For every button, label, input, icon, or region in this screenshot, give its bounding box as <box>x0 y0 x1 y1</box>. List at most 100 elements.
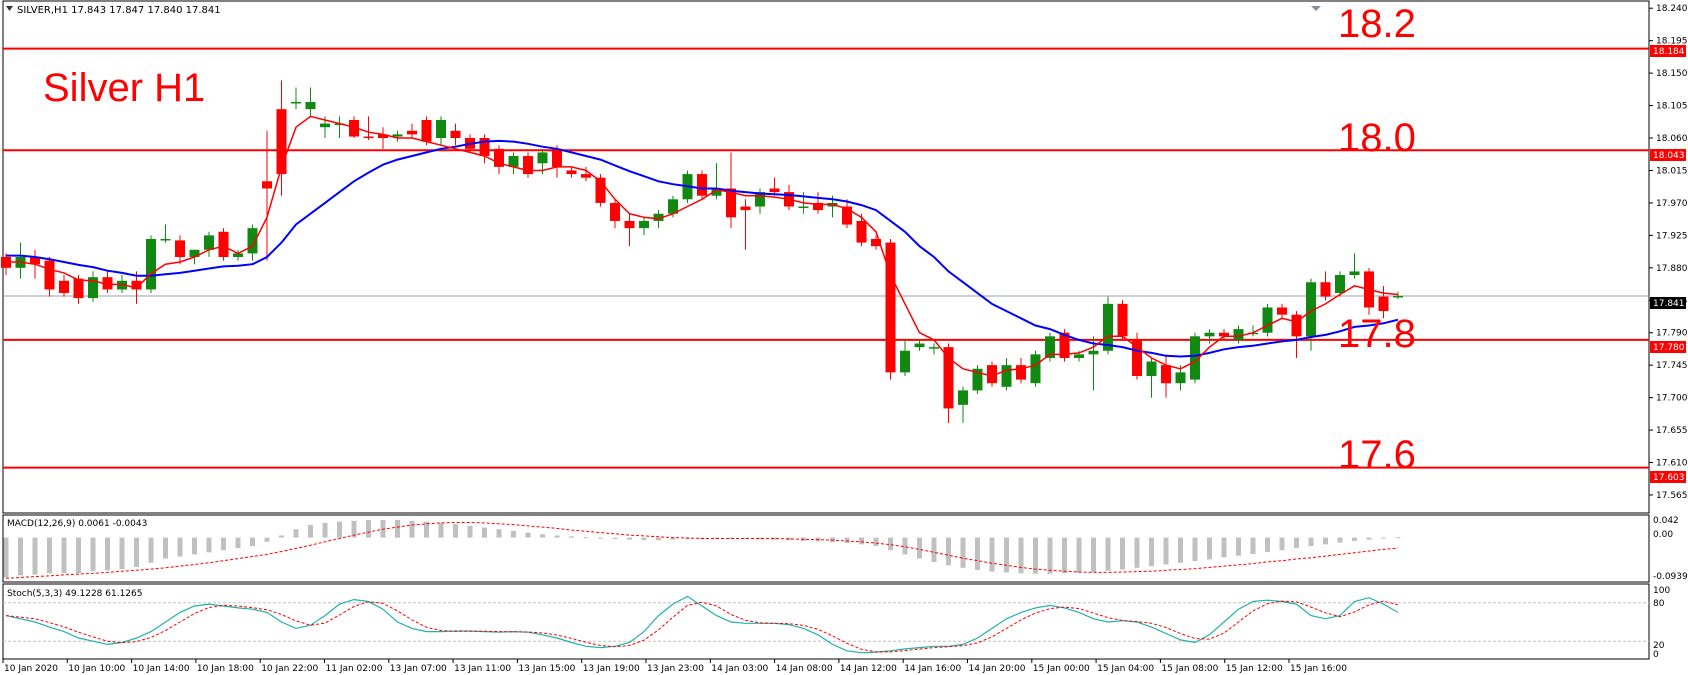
candle-body <box>1233 329 1244 340</box>
macd-bar <box>1091 537 1096 573</box>
price-axis-label: 18.060 <box>1656 134 1688 144</box>
price-axis-label: 17.700 <box>1656 394 1688 404</box>
macd-bar <box>1221 537 1227 558</box>
candle-body <box>856 220 867 243</box>
candle-body <box>1001 365 1012 387</box>
price-axis-label: 17.970 <box>1656 199 1688 209</box>
macd-title: MACD(12,26,9) 0.0061 -0.0043 <box>7 519 147 529</box>
time-axis-label: 15 Jan 04:00 <box>1097 664 1154 674</box>
macd-bar <box>917 537 922 559</box>
candle-body <box>44 260 55 290</box>
candle-body <box>204 235 214 250</box>
candle-body <box>131 280 142 290</box>
macd-bar <box>322 522 328 538</box>
macd-bar <box>337 521 342 538</box>
candle-body <box>450 130 461 139</box>
candle-body <box>523 156 533 175</box>
time-axis-label: 10 Jan 22:00 <box>261 664 318 674</box>
macd-bar <box>554 535 560 538</box>
time-axis-label: 15 Jan 08:00 <box>1161 664 1218 674</box>
macd-bar <box>1308 537 1314 547</box>
price-axis-label: 17.655 <box>1656 426 1688 436</box>
level-label-17-8: 17.8 <box>1338 312 1416 356</box>
candle-body <box>1219 332 1229 337</box>
candle-body <box>407 130 417 135</box>
macd-bar <box>873 537 879 547</box>
macd-bar <box>438 522 444 538</box>
macd-bar <box>1250 537 1256 554</box>
macd-bar <box>235 537 241 549</box>
candle-body <box>160 238 171 241</box>
current-price-badge: 17.841 <box>1650 297 1686 309</box>
macd-indicator <box>3 520 1401 579</box>
macd-bar <box>1265 537 1270 552</box>
macd-pane <box>2 514 1650 583</box>
candle-body <box>1016 365 1026 380</box>
price-axis: 18.240 18.195 18.150 18.105 18.060 18.015 17.9… <box>1649 4 1688 501</box>
time-axis-label: 14 Jan 08:00 <box>776 664 833 674</box>
macd-bar <box>1062 537 1067 574</box>
macd-bar <box>177 537 183 557</box>
candle-body <box>88 277 98 299</box>
candle-body <box>668 199 678 214</box>
candle-body <box>276 109 287 175</box>
macd-bar <box>1192 537 1198 562</box>
candle-body <box>755 192 765 207</box>
candle-body <box>711 188 722 196</box>
macd-bar <box>366 520 371 538</box>
candle-body <box>1030 354 1041 384</box>
macd-bar <box>1018 537 1024 574</box>
macd-bar <box>32 537 38 575</box>
macd-bar <box>192 537 197 555</box>
macd-bar <box>888 537 893 551</box>
price-axis-label: 18.195 <box>1656 37 1688 47</box>
scroll-marker-icon[interactable] <box>1311 6 1321 11</box>
macd-bar <box>1004 537 1009 573</box>
macd-bar <box>844 537 850 544</box>
macd-bar <box>1120 537 1125 570</box>
candle-body <box>262 181 272 189</box>
level-badge-17603: 17.603 <box>1650 471 1686 483</box>
level-badge-text: 17.780 <box>1653 343 1685 353</box>
macd-axis-label: 0.042 <box>1653 516 1679 526</box>
candle-body <box>972 368 983 391</box>
level-label-18-2: 18.2 <box>1338 2 1416 46</box>
macd-bar <box>946 537 951 566</box>
stoch-title: Stoch(5,3,3) 49.1228 61.1265 <box>7 589 142 599</box>
price-axis-label: 17.925 <box>1656 231 1688 241</box>
candle-body <box>349 119 359 137</box>
price-axis-label: 17.745 <box>1656 361 1688 371</box>
macd-bar <box>931 537 937 562</box>
symbol-info: SILVER,H1 17.843 17.847 17.840 17.841 <box>17 5 221 16</box>
candle-body <box>769 188 780 193</box>
dropdown-triangle-icon[interactable] <box>6 6 13 11</box>
candle-body <box>885 242 896 373</box>
macd-bar <box>859 537 864 545</box>
macd-bar <box>148 537 154 563</box>
candle-body <box>958 390 968 405</box>
macd-bar <box>612 537 618 539</box>
time-axis-label: 10 Jan 10:00 <box>68 664 125 674</box>
macd-bar <box>569 536 574 538</box>
macd-bar <box>598 537 603 539</box>
macd-bar <box>1366 537 1372 540</box>
time-axis-label: 14 Jan 03:00 <box>711 664 768 674</box>
candle-body <box>1262 307 1273 333</box>
level-badge-text: 17.603 <box>1653 473 1685 483</box>
candle-body <box>479 138 490 157</box>
time-axis-label: 14 Jan 16:00 <box>904 664 961 674</box>
ma-slow-line <box>6 139 1399 358</box>
candle-body <box>624 220 635 229</box>
candle-body <box>1320 282 1331 297</box>
candle-body <box>1059 332 1070 358</box>
macd-axis-label: -0.0939 <box>1653 572 1688 582</box>
macd-bar <box>90 537 96 572</box>
candle-body <box>175 240 185 257</box>
current-price-text: 17.841 <box>1653 299 1685 309</box>
candle-body <box>1335 275 1345 294</box>
candle-body <box>189 249 200 257</box>
macd-bar <box>1236 537 1241 556</box>
candle-body <box>1146 361 1157 376</box>
price-axis-label: 18.150 <box>1656 69 1688 79</box>
